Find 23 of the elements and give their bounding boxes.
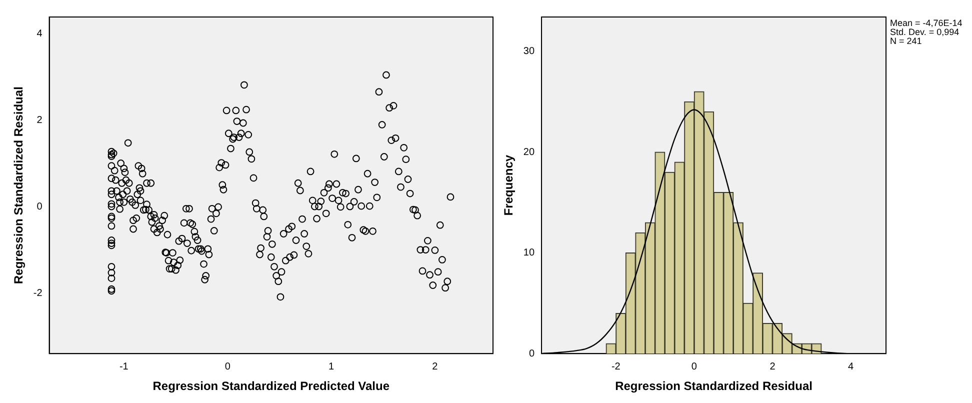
x-axis-title: Regression Standardized Predicted Value <box>152 379 390 394</box>
x-tick-label: 1 <box>328 361 334 372</box>
y-tick-label: 0 <box>36 202 43 213</box>
y-tick-label: -2 <box>33 288 43 300</box>
text: N = 241 <box>890 36 922 46</box>
x-tick-label: -1 <box>119 361 129 372</box>
x-tick-label: 0 <box>224 361 231 372</box>
y-tick-label: 4 <box>36 28 43 40</box>
y-tick-label: 2 <box>36 115 43 126</box>
y-tick-label: 10 <box>523 248 535 259</box>
y-axis-title: Frequency <box>502 154 516 216</box>
x-tick-label: -2 <box>611 361 621 372</box>
x-tick-label: 2 <box>770 361 776 372</box>
y-tick-label: 20 <box>523 146 535 158</box>
text: Std. Dev. = 0,994 <box>890 26 960 37</box>
y-axis-title: Regression Standardized Residual <box>12 86 26 284</box>
text: Mean = -4,76E-14 <box>890 18 962 28</box>
x-tick-label: 4 <box>848 361 854 372</box>
x-tick-label: 0 <box>691 361 698 372</box>
y-tick-label: 30 <box>523 46 535 58</box>
x-axis-title: Regression Standardized Residual <box>615 379 812 394</box>
x-tick-label: 2 <box>432 361 438 372</box>
y-tick-label: 0 <box>528 348 535 360</box>
